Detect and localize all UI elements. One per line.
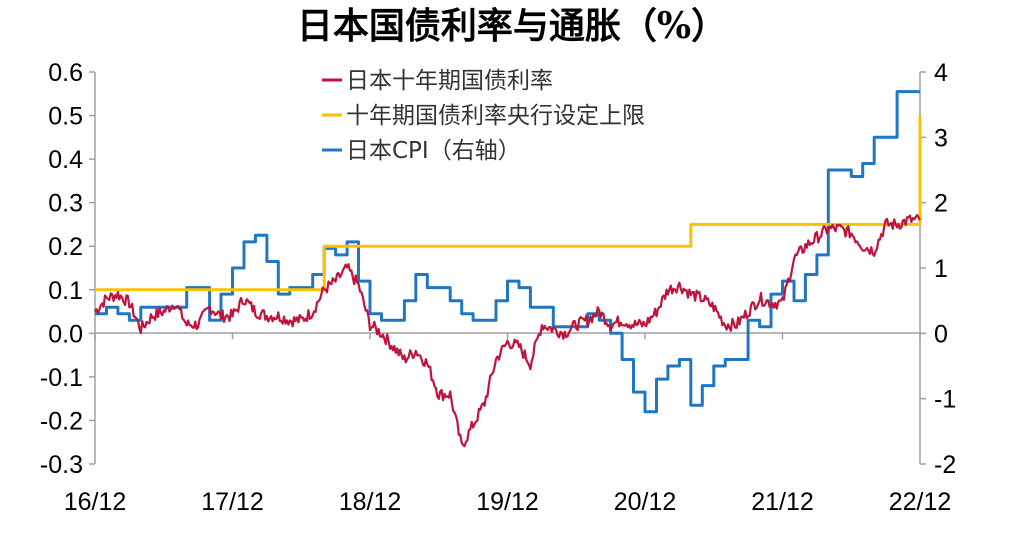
left-tick-label: 0.6: [48, 59, 83, 87]
series-line-cpi: [95, 90, 920, 414]
x-axis-ticks: 16/12 17/12 18/12 19/12 20/12 21/12 22/12: [64, 333, 952, 516]
series-line-jgb: [94, 214, 921, 448]
x-tick-label: 22/12: [889, 488, 952, 516]
right-tick-label: 3: [934, 124, 948, 152]
right-tick-label: -1: [934, 386, 956, 414]
legend-label-cpi: 日本CPI（右轴）: [346, 138, 521, 164]
plot-area: 0.6 0.5 0.4 0.3 0.2 0.1 0.0 -0.1 -0.2 -0.3 4 3 2 1 0 -…: [40, 59, 956, 516]
left-tick-label: 0.2: [48, 233, 83, 261]
left-tick-label: -0.1: [40, 364, 83, 392]
legend: 日本十年期国债利率 十年期国债利率央行设定上限 日本CPI（右轴）: [322, 68, 645, 164]
right-tick-label: 0: [934, 320, 948, 348]
right-tick-label: 1: [934, 255, 948, 283]
left-tick-label: -0.2: [40, 407, 83, 435]
left-tick-label: 0.5: [48, 103, 83, 131]
right-tick-label: 2: [934, 190, 948, 218]
x-tick-label: 17/12: [201, 488, 264, 516]
x-tick-label: 19/12: [476, 488, 539, 516]
x-tick-label: 20/12: [614, 488, 677, 516]
left-axis-ticks: 0.6 0.5 0.4 0.3 0.2 0.1 0.0 -0.1 -0.2 -0.3: [40, 59, 95, 479]
right-tick-label: -2: [934, 451, 956, 479]
left-tick-label: 0.3: [48, 190, 83, 218]
legend-label-cap: 十年期国债利率央行设定上限: [346, 103, 645, 129]
x-tick-label: 16/12: [64, 488, 127, 516]
x-tick-label: 18/12: [339, 488, 402, 516]
left-tick-label: -0.3: [40, 451, 83, 479]
legend-item-jgb: 日本十年期国债利率: [322, 68, 553, 94]
legend-label-jgb: 日本十年期国债利率: [346, 68, 553, 94]
left-tick-label: 0.4: [48, 146, 83, 174]
chart-title: 日本国债利率与通胀（%）: [297, 5, 727, 47]
series-line-cap: [95, 115, 922, 292]
left-tick-label: 0.0: [48, 320, 83, 348]
legend-item-cap: 十年期国债利率央行设定上限: [322, 103, 645, 129]
legend-item-cpi: 日本CPI（右轴）: [322, 138, 521, 164]
left-tick-label: 0.1: [48, 277, 83, 305]
right-axis-ticks: 4 3 2 1 0 -1 -2: [920, 59, 956, 479]
series-layer: [94, 90, 922, 448]
right-tick-label: 4: [934, 59, 948, 87]
x-tick-label: 21/12: [751, 488, 814, 516]
